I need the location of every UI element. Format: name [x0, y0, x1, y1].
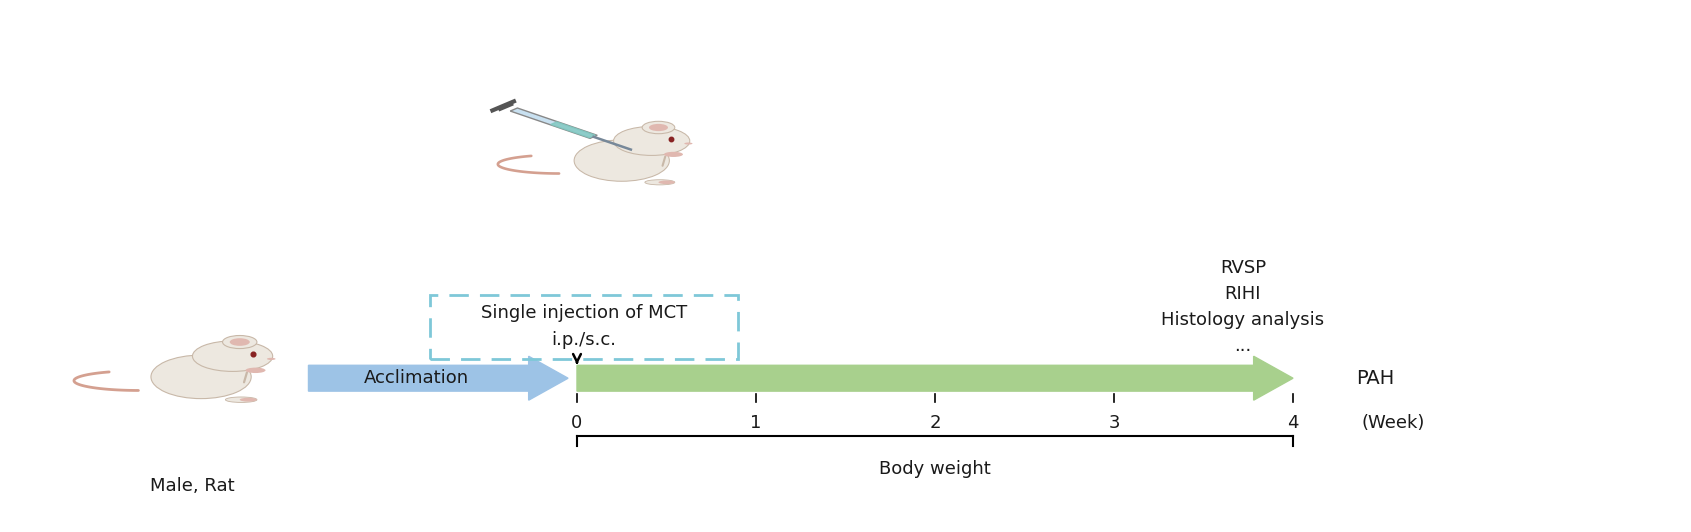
FancyArrow shape	[308, 356, 568, 400]
Ellipse shape	[644, 180, 675, 185]
Ellipse shape	[240, 398, 257, 402]
Circle shape	[193, 341, 272, 371]
Polygon shape	[511, 108, 597, 138]
Circle shape	[649, 124, 668, 131]
Text: 3: 3	[1108, 413, 1119, 431]
Ellipse shape	[225, 397, 257, 402]
Point	[238, 350, 265, 358]
Ellipse shape	[150, 355, 252, 398]
Polygon shape	[551, 122, 595, 138]
Text: Acclimation: Acclimation	[364, 369, 470, 387]
Text: 4: 4	[1287, 413, 1299, 431]
Text: (Week): (Week)	[1361, 413, 1424, 431]
Circle shape	[223, 336, 257, 348]
Text: RIHI: RIHI	[1224, 285, 1261, 303]
FancyArrow shape	[577, 356, 1294, 400]
Ellipse shape	[575, 140, 670, 181]
Ellipse shape	[665, 152, 683, 157]
Text: 2: 2	[930, 413, 940, 431]
Text: Male, Rat: Male, Rat	[150, 477, 235, 495]
Point	[658, 135, 685, 143]
Text: PAH: PAH	[1356, 369, 1393, 388]
Text: Body weight: Body weight	[879, 460, 991, 478]
Circle shape	[614, 127, 690, 155]
Text: 1: 1	[751, 413, 761, 431]
Ellipse shape	[267, 358, 276, 360]
Text: ...: ...	[1234, 337, 1251, 354]
Text: Single injection of MCT: Single injection of MCT	[480, 304, 687, 322]
Text: RVSP: RVSP	[1219, 259, 1267, 277]
Text: i.p./s.c.: i.p./s.c.	[551, 331, 617, 350]
Circle shape	[643, 121, 675, 134]
Ellipse shape	[245, 368, 265, 373]
Text: Histology analysis: Histology analysis	[1162, 311, 1324, 329]
Bar	[430, 295, 737, 359]
Ellipse shape	[658, 180, 675, 184]
Text: 0: 0	[572, 413, 583, 431]
Circle shape	[230, 338, 250, 346]
Ellipse shape	[685, 143, 693, 145]
